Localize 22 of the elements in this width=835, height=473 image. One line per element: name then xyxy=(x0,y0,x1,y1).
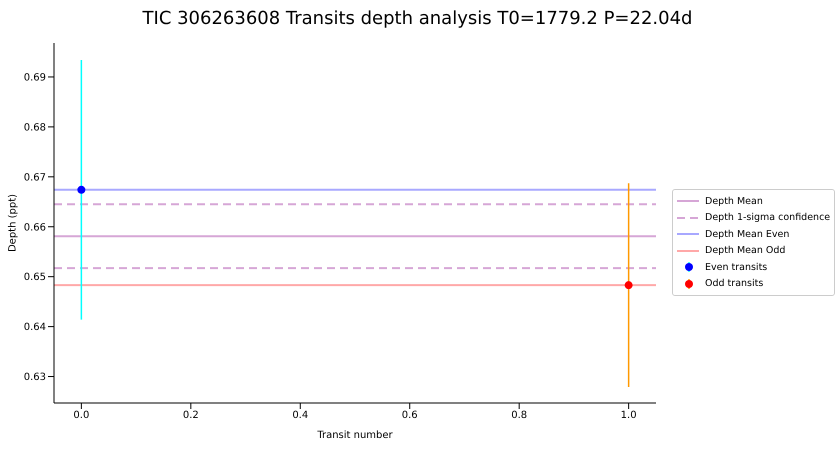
x-axis-title: Transit number xyxy=(316,430,394,441)
legend-label: Depth Mean Odd xyxy=(705,245,786,256)
x-tick-label: 0.8 xyxy=(511,410,528,422)
legend-label: Even transits xyxy=(705,262,768,273)
legend-label: Depth Mean xyxy=(705,196,763,207)
y-tick-label: 0.68 xyxy=(24,122,46,134)
legend-label: Depth 1-sigma confidence xyxy=(705,212,830,224)
legend-label: Odd transits xyxy=(705,278,764,290)
y-tick-label: 0.65 xyxy=(24,272,46,284)
y-tick-label: 0.63 xyxy=(24,372,46,384)
chart-title: TIC 306263608 Transits depth analysis T0=1779.2 P=22.04d xyxy=(142,8,694,29)
x-tick-label: 0.2 xyxy=(182,410,199,422)
y-tick-label: 0.66 xyxy=(24,222,46,234)
y-tick-label: 0.64 xyxy=(24,322,46,334)
x-tick-label: 0.0 xyxy=(73,410,90,422)
y-axis-title: Depth (ppt) xyxy=(8,194,19,252)
y-tick-label: 0.69 xyxy=(24,72,46,84)
x-tick-label: 0.4 xyxy=(292,410,308,422)
legend-label: Depth Mean Even xyxy=(705,228,790,240)
x-tick-label: 1.0 xyxy=(620,410,637,422)
x-tick-label: 0.6 xyxy=(402,410,418,422)
y-tick-label: 0.67 xyxy=(24,172,46,184)
